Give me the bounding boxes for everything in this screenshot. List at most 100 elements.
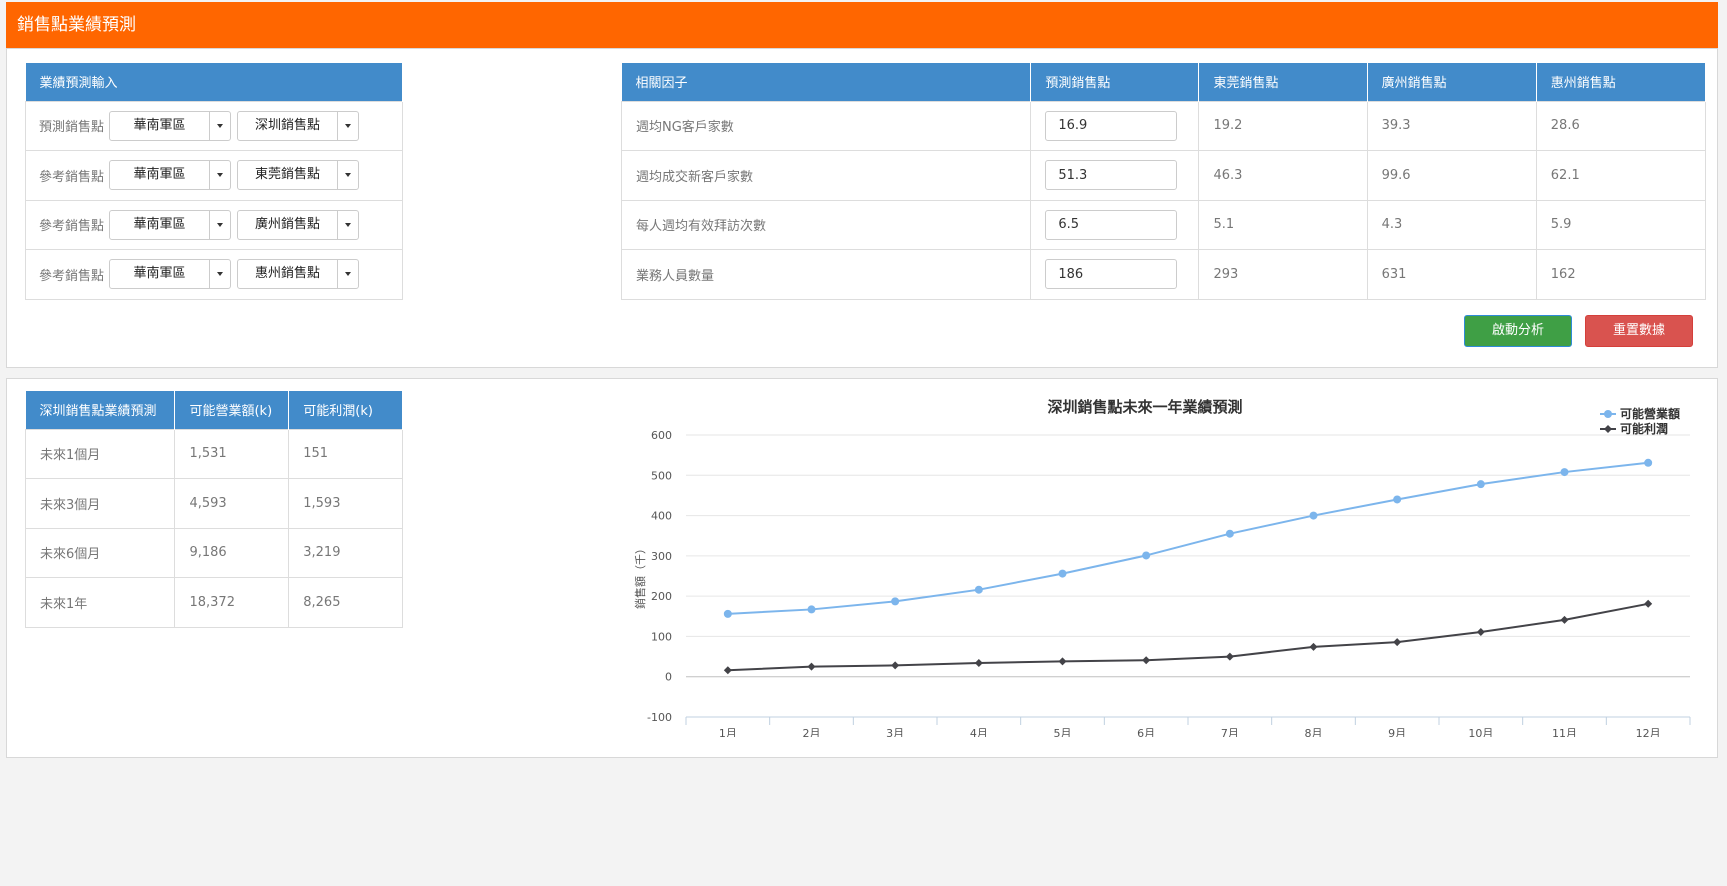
data-point bbox=[891, 661, 900, 670]
factor-name: 週均成交新客戶家數 bbox=[620, 150, 1032, 201]
x-tick-label: 8月 bbox=[1305, 727, 1323, 737]
data-point bbox=[1560, 468, 1569, 477]
input-panel: 業績預測輸入 預測銷售點 華南軍區 深圳銷售點 參考銷售點 華南軍區 東莞銷售點 參考銷售點… bbox=[6, 48, 1718, 368]
x-tick-label: 2月 bbox=[803, 727, 821, 737]
predict-input-cell bbox=[1030, 249, 1200, 300]
x-tick-label: 9月 bbox=[1388, 727, 1406, 737]
y-tick-label: 200 bbox=[651, 590, 672, 603]
store-select[interactable]: 惠州銷售點 bbox=[237, 259, 359, 290]
data-point bbox=[974, 585, 983, 594]
caret-down-icon[interactable] bbox=[338, 161, 358, 189]
data-point bbox=[1476, 480, 1485, 489]
legend-label: 可能營業額 bbox=[1620, 406, 1680, 421]
data-point bbox=[1309, 642, 1318, 651]
huizhou-value: 5.9 bbox=[1535, 199, 1707, 250]
y-tick-label: -100 bbox=[647, 711, 672, 724]
factor-name: 每人週均有效拜訪次數 bbox=[620, 199, 1032, 250]
forecast-row: 未來6個月 9,186 3,219 bbox=[24, 527, 403, 578]
x-tick-label: 11月 bbox=[1552, 727, 1577, 737]
row-label: 參考銷售點 bbox=[39, 169, 105, 185]
predict-input-cell bbox=[1030, 100, 1200, 151]
store-select[interactable]: 東莞銷售點 bbox=[237, 160, 359, 191]
y-tick-label: 0 bbox=[665, 671, 672, 684]
predict-value-input[interactable] bbox=[1045, 259, 1178, 290]
x-tick-label: 7月 bbox=[1221, 727, 1239, 737]
start-analysis-button[interactable]: 啟動分析 bbox=[1464, 315, 1572, 347]
caret-down-icon[interactable] bbox=[210, 260, 230, 288]
page-header: 銷售點業績預測 bbox=[6, 2, 1718, 48]
factor-row: 週均NG客戶家數 19.239.328.6 bbox=[620, 100, 1707, 151]
forecast-period: 未來1年 bbox=[24, 577, 176, 628]
caret-down-icon[interactable] bbox=[338, 260, 358, 288]
factor-row: 每人週均有效拜訪次數 5.14.35.9 bbox=[620, 199, 1707, 250]
store-select-value: 深圳銷售點 bbox=[238, 111, 338, 140]
region-select[interactable]: 華南軍區 bbox=[109, 160, 231, 191]
reset-data-button[interactable]: 重置數據 bbox=[1585, 315, 1693, 347]
dongguan-value: 293 bbox=[1198, 249, 1368, 300]
store-select-value: 惠州銷售點 bbox=[238, 260, 338, 289]
x-tick-label: 4月 bbox=[970, 727, 988, 737]
caret-down-icon[interactable] bbox=[210, 112, 230, 140]
dongguan-value: 19.2 bbox=[1198, 100, 1368, 151]
forecast-line-chart: 深圳銷售點未來一年業績預測 -100 0 100 200 300 400 500 600 銷售額（… bbox=[633, 398, 1691, 737]
data-point bbox=[1142, 551, 1151, 560]
forecast-table: 深圳銷售點業績預測 可能營業額(k) 可能利潤(k) 未來1個月 1,531 151 未來… bbox=[24, 391, 403, 628]
x-tick-label: 6月 bbox=[1137, 727, 1155, 737]
forecast-row: 未來1年 18,372 8,265 bbox=[24, 577, 403, 628]
data-point bbox=[807, 605, 816, 614]
legend-marker bbox=[1604, 425, 1612, 433]
factor-row: 週均成交新客戶家數 46.399.662.1 bbox=[620, 150, 1707, 201]
data-point bbox=[1225, 529, 1234, 538]
predict-input-cell bbox=[1030, 150, 1200, 201]
x-tick-label: 1月 bbox=[719, 727, 737, 737]
region-select[interactable]: 華南軍區 bbox=[109, 110, 231, 141]
predict-value-input[interactable] bbox=[1045, 110, 1178, 141]
region-select[interactable]: 華南軍區 bbox=[109, 259, 231, 290]
store-select-value: 東莞銷售點 bbox=[238, 161, 338, 190]
data-point bbox=[1225, 652, 1234, 661]
data-point bbox=[1058, 569, 1067, 578]
forecast-column-header: 可能利潤(k) bbox=[288, 391, 403, 429]
input-row: 預測銷售點 華南軍區 深圳銷售點 bbox=[25, 100, 403, 151]
y-tick-label: 400 bbox=[651, 510, 672, 523]
input-row-cell: 預測銷售點 華南軍區 深圳銷售點 bbox=[25, 100, 403, 151]
y-tick-label: 100 bbox=[651, 630, 672, 643]
caret-down-icon[interactable] bbox=[210, 211, 230, 239]
caret-down-icon[interactable] bbox=[338, 211, 358, 239]
region-select[interactable]: 華南軍區 bbox=[109, 209, 231, 240]
data-point bbox=[974, 659, 983, 668]
input-row: 參考銷售點 華南軍區 東莞銷售點 bbox=[25, 150, 403, 201]
row-label: 參考銷售點 bbox=[39, 268, 105, 284]
huizhou-value: 162 bbox=[1535, 249, 1707, 300]
data-point bbox=[1393, 638, 1402, 647]
input-row: 參考銷售點 華南軍區 惠州銷售點 bbox=[25, 249, 403, 300]
store-select[interactable]: 深圳銷售點 bbox=[237, 110, 359, 141]
guangzhou-value: 631 bbox=[1366, 249, 1537, 300]
forecast-revenue: 4,593 bbox=[174, 478, 290, 529]
factor-name: 週均NG客戶家數 bbox=[620, 100, 1032, 151]
legend-marker bbox=[1604, 410, 1612, 418]
store-select-value: 廣州銷售點 bbox=[238, 210, 338, 239]
guangzhou-value: 99.6 bbox=[1366, 150, 1537, 201]
caret-down-icon[interactable] bbox=[210, 161, 230, 189]
forecast-column-header: 深圳銷售點業績預測 bbox=[25, 391, 176, 429]
input-row: 參考銷售點 華南軍區 廣州銷售點 bbox=[25, 199, 403, 250]
forecast-period: 未來1個月 bbox=[24, 428, 176, 479]
row-label: 參考銷售點 bbox=[39, 219, 105, 235]
forecast-panel: 深圳銷售點業績預測 可能營業額(k) 可能利潤(k) 未來1個月 1,531 151 未來… bbox=[6, 378, 1718, 758]
x-tick-label: 12月 bbox=[1636, 727, 1661, 737]
x-tick-label: 5月 bbox=[1054, 727, 1072, 737]
y-tick-label: 300 bbox=[651, 550, 672, 563]
chart-title: 深圳銷售點未來一年業績預測 bbox=[1047, 398, 1242, 416]
forecast-profit: 151 bbox=[288, 428, 403, 479]
predict-value-input[interactable] bbox=[1045, 209, 1178, 240]
guangzhou-value: 4.3 bbox=[1366, 199, 1537, 250]
caret-down-icon[interactable] bbox=[338, 112, 358, 140]
data-point bbox=[723, 666, 732, 675]
legend-label: 可能利潤 bbox=[1620, 421, 1668, 436]
predict-value-input[interactable] bbox=[1045, 160, 1178, 191]
series-line bbox=[727, 602, 1649, 672]
store-select[interactable]: 廣州銷售點 bbox=[237, 209, 359, 240]
predict-input-cell bbox=[1030, 199, 1200, 250]
